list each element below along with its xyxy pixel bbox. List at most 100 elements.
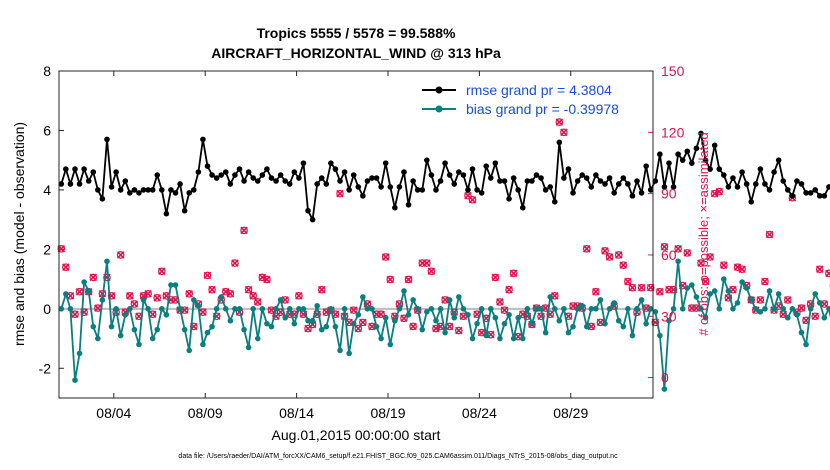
obs-assimilated-marker — [468, 195, 477, 204]
bias-point — [145, 306, 151, 312]
bias-point — [177, 306, 183, 312]
rmse-point — [154, 172, 161, 178]
rmse-point — [515, 187, 522, 193]
bias-point — [186, 347, 193, 354]
rmse-point — [309, 216, 316, 223]
rmse-point — [85, 178, 92, 184]
rmse-point — [378, 184, 384, 190]
obs-assimilated-marker — [660, 242, 669, 251]
bias-point — [748, 297, 755, 303]
bias-point — [378, 335, 384, 342]
bias-point — [766, 288, 773, 294]
y-right-tick-label: 90 — [661, 186, 677, 202]
legend-bias-marker — [435, 105, 443, 113]
obs-possible-marker — [688, 304, 696, 312]
rmse-point — [826, 184, 830, 190]
bias-point — [574, 306, 581, 312]
rmse-point — [341, 169, 348, 175]
x-tick-label: 08/04 — [96, 405, 131, 421]
footer-data-file: data file: /Users/raeder/DAI/ATM_forcXX/… — [178, 453, 618, 460]
bias-point — [136, 341, 142, 348]
y-right-tick-label: 120 — [661, 124, 685, 140]
bias-point — [602, 320, 608, 327]
bias-point — [812, 291, 819, 297]
obs-possible-marker — [660, 242, 669, 251]
bias-point — [222, 306, 229, 312]
bias-point — [588, 306, 595, 312]
rmse-point — [222, 169, 229, 175]
bias-point — [76, 350, 83, 357]
bias-point — [826, 306, 830, 312]
obs-possible-marker — [665, 285, 673, 294]
rmse-point — [794, 178, 800, 184]
bias-point — [268, 323, 275, 330]
bias-point — [693, 294, 700, 300]
bias-point — [670, 306, 677, 312]
obs-possible-marker — [582, 245, 591, 253]
obs-assimilated-marker — [505, 285, 513, 294]
bias-point — [547, 294, 553, 300]
obs-possible-marker — [404, 275, 413, 284]
bias-point — [95, 335, 101, 342]
rmse-point — [542, 187, 549, 193]
rmse-point — [565, 166, 572, 172]
obs-possible-marker — [605, 253, 614, 261]
obs-possible-marker — [783, 296, 792, 304]
obs-assimilated-marker — [148, 310, 157, 318]
bias-point — [360, 294, 366, 300]
bias-point — [460, 306, 467, 312]
bias-point — [652, 308, 659, 315]
bias-point — [264, 320, 270, 327]
rmse-point — [606, 175, 613, 181]
bias-point — [679, 306, 686, 312]
obs-possible-marker — [272, 312, 280, 321]
bias-point — [456, 294, 462, 300]
rmse-point — [350, 172, 357, 178]
obs-assimilated-marker — [455, 326, 463, 335]
rmse-point — [725, 184, 732, 190]
rmse-point — [236, 166, 243, 172]
bias-point — [428, 306, 435, 312]
rmse-point — [771, 169, 777, 175]
bias-point — [465, 311, 471, 318]
rmse-point — [76, 181, 83, 187]
bias-point — [753, 306, 759, 312]
obs-assimilated-marker — [158, 267, 166, 276]
rmse-point — [382, 160, 389, 166]
rmse-point — [433, 187, 439, 193]
rmse-point — [282, 178, 288, 184]
bias-point — [286, 306, 293, 312]
rmse-point — [58, 181, 65, 187]
obs-possible-marker — [423, 259, 431, 267]
obs-assimilated-marker — [222, 287, 230, 296]
bias-point — [721, 276, 727, 282]
obs-assimilated-marker — [637, 283, 646, 292]
obs-assimilated-marker — [258, 273, 267, 282]
rmse-point — [213, 175, 220, 181]
bias-series — [58, 258, 830, 392]
obs-assimilated-marker — [765, 230, 774, 239]
obs-possible-marker — [455, 326, 463, 335]
obs-assimilated-marker — [295, 292, 303, 300]
rmse-point — [373, 175, 380, 181]
y-left-tick-label: 6 — [43, 122, 51, 138]
bias-point — [99, 297, 106, 303]
rmse-point — [323, 181, 330, 187]
bias-point — [492, 314, 499, 321]
rmse-point — [172, 190, 179, 196]
obs-assimilated-marker — [432, 324, 440, 333]
obs-assimilated-marker — [491, 273, 500, 282]
obs-possible-marker — [359, 318, 367, 327]
rmse-point — [195, 169, 202, 175]
obs-possible-marker — [130, 300, 139, 308]
rmse-point — [551, 199, 558, 205]
obs-possible-marker — [317, 285, 326, 294]
rmse-point — [657, 151, 663, 158]
bias-point — [140, 297, 147, 303]
y-axis-label-left: rmse and bias (model - observation) — [11, 122, 27, 346]
bias-point — [72, 377, 78, 383]
obs-possible-marker — [624, 277, 632, 286]
bias-point — [346, 350, 352, 357]
rmse-point — [259, 172, 266, 178]
obs-assimilated-marker — [203, 271, 212, 280]
